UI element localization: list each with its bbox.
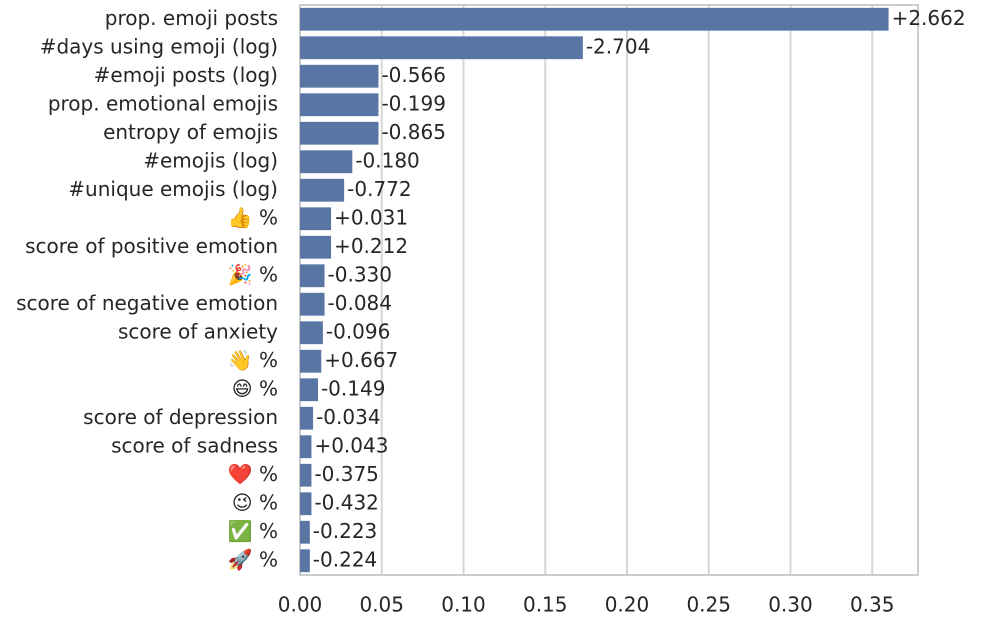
bar [300,378,318,402]
bar-annotation: -0.180 [355,148,419,172]
bar [300,435,312,459]
bar [300,207,332,231]
x-tick-label: 0.25 [686,593,731,617]
bar-annotation: -0.865 [381,120,445,144]
bar [300,7,889,31]
bar-annotation: +2.662 [892,6,966,30]
bar [300,93,379,117]
x-tick-label: 0.10 [441,593,486,617]
bar [300,520,310,544]
x-tick-label: 0.20 [605,593,650,617]
bar-annotation: -0.330 [328,262,392,286]
bar [300,292,325,316]
bar-annotation: +0.031 [334,205,408,229]
bar-annotation: +0.043 [314,433,388,457]
bar-annotation: -0.772 [347,177,411,201]
x-tick-label: 0.15 [523,593,568,617]
bar-annotation: -0.375 [314,462,378,486]
y-tick-label: ✅ % [228,519,278,543]
bar [300,121,379,145]
plot-frame [299,4,919,576]
y-tick-label: 😉 % [232,490,278,514]
y-tick-label: 👋 % [228,348,278,372]
bar-annotation: +0.212 [334,234,408,258]
bar-annotation: -0.223 [313,519,377,543]
y-tick-label: ❤️ % [228,462,278,486]
y-tick-label: 😄 % [232,376,278,400]
y-tick-label: entropy of emojis [103,120,278,144]
bar [300,463,312,487]
y-tick-label: #unique emojis (log) [68,177,278,201]
y-tick-label: 👍 % [228,205,278,229]
y-tick-label: score of sadness [111,433,278,457]
x-tick-label: 0.00 [278,593,323,617]
bar-annotation: -0.084 [328,291,392,315]
bar-annotation: -0.566 [381,63,445,87]
y-tick-label: prop. emotional emojis [48,91,278,115]
y-tick-label: score of anxiety [118,319,278,343]
y-tick-label: #days using emoji (log) [40,34,278,58]
x-tick-label: 0.05 [359,593,404,617]
bar [300,349,322,373]
bar [300,321,323,345]
bar-annotation: -0.149 [321,376,385,400]
y-tick-label: 🎉 % [228,262,278,286]
bar [300,150,353,174]
bar [300,235,332,259]
x-tick-label: 0.30 [768,593,813,617]
y-tick-label: #emoji posts (log) [94,63,278,87]
y-tick-label: score of positive emotion [25,234,278,258]
y-tick-label: 🚀 % [228,547,278,571]
bar-annotation: -0.432 [314,490,378,514]
bar-annotation: -0.096 [326,319,390,343]
bar-annotation: +0.667 [324,348,398,372]
y-tick-label: score of depression [83,405,278,429]
bar [300,549,310,573]
bar-annotation: -0.224 [313,547,377,571]
bar [300,264,325,288]
x-tick-label: 0.35 [850,593,895,617]
bar [300,64,379,88]
bar [300,36,583,60]
bar-annotation: -2.704 [586,34,650,58]
y-tick-label: #emojis (log) [143,148,278,172]
y-tick-label: score of negative emotion [16,291,278,315]
bar [300,492,312,516]
y-tick-label: prop. emoji posts [105,6,278,30]
bar-annotation: -0.034 [316,405,380,429]
bar-annotation: -0.199 [381,91,445,115]
bar [300,178,345,202]
bar [300,406,314,430]
